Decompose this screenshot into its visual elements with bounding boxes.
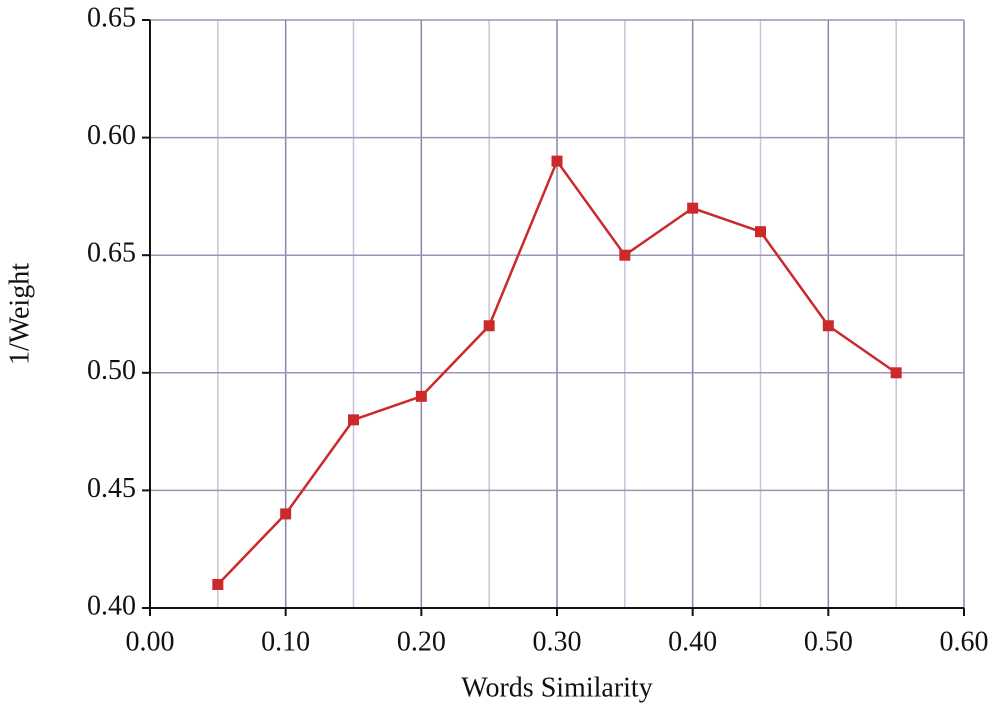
- y-tick-label: 0.45: [87, 473, 136, 504]
- x-tick-label: 0.10: [261, 626, 310, 657]
- y-tick-label: 0.50: [87, 355, 136, 386]
- y-axis-label: 1/Weight: [4, 263, 35, 365]
- y-tick-label: 0.40: [87, 590, 136, 621]
- x-tick-label: 0.20: [397, 626, 446, 657]
- x-tick-label: 0.50: [804, 626, 853, 657]
- data-point: [551, 155, 563, 167]
- x-axis-label: Words Similarity: [461, 672, 652, 703]
- x-tick-label: 0.30: [533, 626, 582, 657]
- x-tick-label: 0.40: [668, 626, 717, 657]
- data-point: [822, 320, 834, 332]
- data-point: [890, 367, 902, 379]
- x-tick-label: 0.60: [940, 626, 989, 657]
- data-point: [755, 226, 766, 238]
- y-tick-label: 0.60: [87, 120, 136, 151]
- data-point: [483, 320, 495, 332]
- y-tick-label: 0.65: [87, 2, 136, 33]
- data-point: [619, 249, 631, 261]
- data-point: [687, 202, 699, 214]
- y-tick-label: 0.65: [87, 238, 136, 269]
- data-point: [415, 390, 427, 402]
- data-point: [280, 508, 292, 520]
- data-point: [212, 578, 224, 590]
- data-point: [348, 414, 359, 426]
- x-tick-label: 0.00: [126, 626, 175, 657]
